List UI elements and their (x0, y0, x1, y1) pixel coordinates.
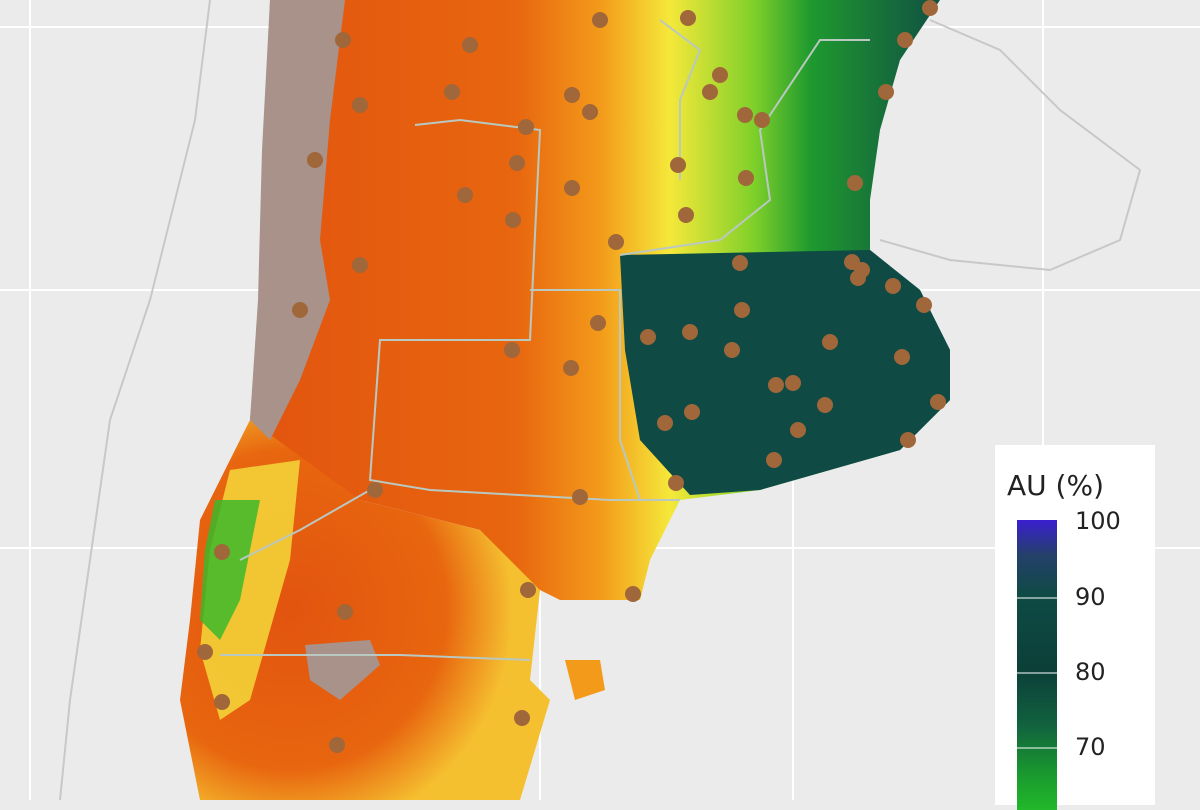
station-marker (367, 482, 383, 498)
station-marker (307, 152, 323, 168)
colorbar (1017, 520, 1057, 810)
tick-mark (1017, 747, 1057, 749)
station-marker (657, 415, 673, 431)
station-marker (592, 12, 608, 28)
station-marker (352, 97, 368, 113)
station-marker (640, 329, 656, 345)
station-marker (608, 234, 624, 250)
station-marker (734, 302, 750, 318)
station-marker (922, 0, 938, 16)
station-marker (737, 107, 753, 123)
station-marker (847, 175, 863, 191)
station-marker (682, 324, 698, 340)
station-marker (292, 302, 308, 318)
tick-label-100: 100 (1075, 507, 1121, 535)
station-marker (563, 360, 579, 376)
station-marker (916, 297, 932, 313)
station-marker (444, 84, 460, 100)
station-marker (894, 349, 910, 365)
station-marker (768, 377, 784, 393)
station-marker (590, 315, 606, 331)
station-marker (335, 32, 351, 48)
station-marker (214, 694, 230, 710)
tick-label-90: 90 (1075, 583, 1106, 611)
station-marker (678, 207, 694, 223)
andes-no-data (250, 0, 345, 440)
station-marker (785, 375, 801, 391)
tick-label-70: 70 (1075, 733, 1106, 761)
station-marker (564, 180, 580, 196)
station-marker (197, 644, 213, 660)
weather-stations (197, 0, 946, 753)
neighbor-borders (59, 0, 1142, 800)
station-marker (817, 397, 833, 413)
station-marker (352, 257, 368, 273)
station-marker (702, 84, 718, 100)
station-marker (518, 119, 534, 135)
station-marker (790, 422, 806, 438)
station-marker (684, 404, 700, 420)
legend-title: AU (%) (1007, 469, 1105, 502)
station-marker (878, 84, 894, 100)
station-marker (930, 394, 946, 410)
station-marker (732, 255, 748, 271)
tick-mark (1017, 597, 1057, 599)
station-marker (582, 104, 598, 120)
station-marker (680, 10, 696, 26)
station-marker (766, 452, 782, 468)
station-marker (897, 32, 913, 48)
station-marker (520, 582, 536, 598)
station-marker (505, 212, 521, 228)
station-marker (214, 544, 230, 560)
station-marker (504, 342, 520, 358)
station-marker (822, 334, 838, 350)
station-marker (885, 278, 901, 294)
very-wet-zone (620, 250, 950, 495)
province-borders (220, 19, 870, 661)
station-marker (509, 155, 525, 171)
station-marker (900, 432, 916, 448)
station-marker (329, 737, 345, 753)
tick-mark (1017, 672, 1057, 674)
station-marker (724, 342, 740, 358)
station-marker (572, 489, 588, 505)
station-marker (712, 67, 728, 83)
station-marker (670, 157, 686, 173)
station-marker (514, 710, 530, 726)
station-marker (738, 170, 754, 186)
green-band-south (200, 500, 260, 640)
station-marker (457, 187, 473, 203)
station-marker (462, 37, 478, 53)
argentina-region (180, 0, 950, 800)
legend: AU (%) 100 90 80 70 (995, 445, 1155, 810)
station-marker (754, 112, 770, 128)
station-marker (850, 270, 866, 286)
malvinas-fragment (565, 660, 605, 700)
station-marker (668, 475, 684, 491)
tick-label-80: 80 (1075, 658, 1106, 686)
station-marker (564, 87, 580, 103)
station-marker (625, 586, 641, 602)
station-marker (337, 604, 353, 620)
